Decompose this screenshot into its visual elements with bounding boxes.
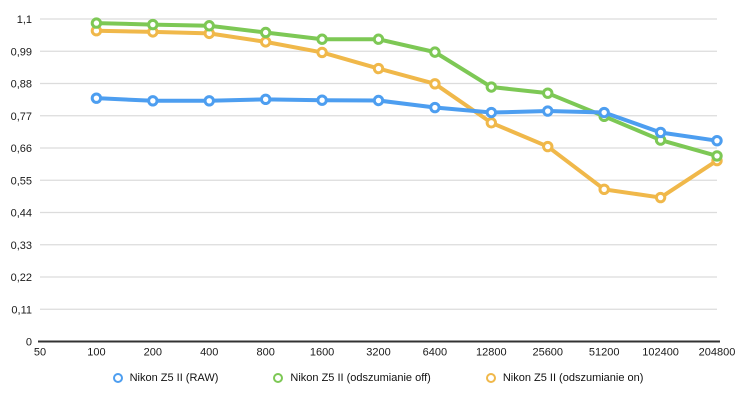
data-point-series-2 (372, 62, 385, 75)
y-tick-label: 0,66 (11, 143, 32, 155)
data-point-series-1 (485, 81, 498, 93)
x-tick-label: 200 (144, 347, 162, 359)
x-tick-label: 102400 (642, 347, 679, 359)
data-point-series-2 (542, 140, 554, 153)
legend-label-odszumianie-off: Nikon Z5 II (odszumianie off) (290, 372, 431, 384)
y-tick-label: 0,22 (11, 272, 32, 284)
data-point-series-0 (429, 101, 441, 114)
data-point-series-1 (147, 18, 159, 31)
x-tick-label: 800 (256, 347, 274, 359)
x-tick-label: 1600 (310, 347, 334, 359)
data-point-series-0 (259, 93, 272, 106)
x-tick-label: 100 (87, 347, 105, 359)
y-tick-label: 0 (26, 337, 32, 349)
x-tick-label: 12800 (476, 347, 507, 359)
data-point-series-0 (542, 105, 554, 117)
series-line-2 (94, 28, 719, 200)
data-point-series-2 (316, 46, 328, 59)
data-point-series-2 (654, 191, 667, 204)
data-point-series-0 (711, 134, 723, 147)
legend-item-odszumianie-on: Nikon Z5 II (odszumianie on) (485, 372, 644, 384)
x-tick-label: 204800 (699, 347, 736, 359)
legend-item-odszumianie-off: Nikon Z5 II (odszumianie off) (273, 372, 431, 384)
legend-marker-raw-icon (112, 373, 123, 383)
data-point-series-0 (203, 95, 215, 107)
series-line-0 (94, 96, 719, 143)
data-point-series-1 (203, 20, 215, 32)
data-point-series-1 (711, 150, 723, 162)
y-tick-label: 0,55 (11, 175, 32, 187)
legend-label-odszumianie-on: Nikon Z5 II (odszumianie on) (502, 372, 644, 384)
y-tick-label: 0,77 (11, 111, 32, 123)
legend-marker-odszumianie-on-icon (485, 373, 496, 383)
legend-marker-odszumianie-off-icon (273, 373, 284, 383)
data-point-series-0 (598, 106, 610, 119)
data-point-series-1 (316, 33, 328, 45)
x-tick-label: 6400 (423, 347, 447, 359)
x-tick-label: 25600 (532, 347, 563, 359)
data-point-series-1 (542, 87, 554, 99)
chart-legend: Nikon Z5 II (RAW) Nikon Z5 II (odszumian… (0, 372, 756, 384)
series-line-1 (94, 21, 719, 158)
data-point-series-0 (90, 92, 103, 104)
data-point-series-0 (372, 94, 385, 107)
legend-label-raw: Nikon Z5 II (RAW) (129, 372, 219, 384)
x-tick-label: 3200 (366, 347, 390, 359)
data-point-series-2 (485, 117, 498, 129)
data-point-series-1 (372, 33, 385, 45)
data-point-series-0 (485, 106, 498, 119)
y-tick-label: 0,88 (11, 79, 32, 91)
x-tick-label: 51200 (589, 347, 620, 359)
data-point-series-2 (598, 183, 610, 196)
data-point-series-1 (429, 46, 441, 58)
data-point-series-2 (259, 36, 272, 48)
y-tick-label: 0,11 (11, 304, 32, 316)
data-point-series-0 (654, 126, 667, 139)
y-tick-label: 1,1 (17, 14, 32, 26)
x-tick-label: 400 (200, 347, 218, 359)
y-tick-label: 0,44 (11, 208, 32, 220)
data-point-series-1 (259, 26, 272, 39)
data-point-series-2 (429, 78, 441, 90)
legend-item-raw: Nikon Z5 II (RAW) (112, 372, 219, 384)
data-point-series-1 (90, 17, 103, 29)
x-tick-label: 50 (34, 347, 46, 359)
y-tick-label: 0,33 (11, 240, 32, 252)
y-tick-label: 0,99 (11, 46, 32, 58)
data-point-series-0 (316, 94, 328, 106)
data-point-series-0 (147, 95, 159, 107)
